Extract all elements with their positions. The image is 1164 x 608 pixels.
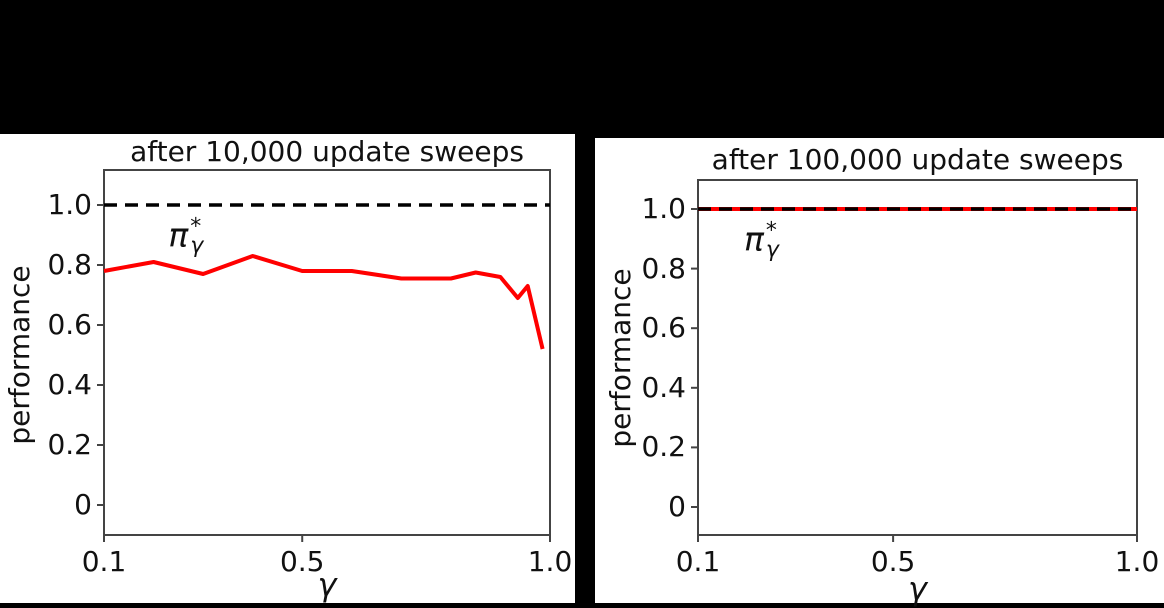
x-tick-label: 1.0 [1114, 545, 1160, 578]
left-chart-title: after 10,000 update sweeps [130, 135, 524, 168]
pi-sup-sub: * γ [190, 214, 204, 259]
left-policy-annotation: π * γ [168, 214, 204, 259]
y-tick-label: 0 [74, 488, 92, 521]
left-plot-area [97, 169, 551, 542]
x-tick-label: 0.1 [81, 545, 127, 578]
y-tick-label: 1.0 [641, 192, 686, 225]
y-tick-label: 1.0 [47, 188, 92, 221]
axes-frame [103, 169, 551, 536]
right-chart-panel: after 100,000 update sweeps performance … [595, 138, 1164, 608]
left-x-axis-label: γ [317, 566, 337, 604]
y-tick-label: 0.8 [47, 248, 92, 281]
x-tick-label: 1.0 [527, 545, 573, 578]
y-tick-label: 0 [668, 490, 686, 523]
left-y-axis-label: performance [3, 265, 36, 445]
annotation-subscript: γ [765, 237, 779, 263]
right-policy-annotation: π * γ [743, 218, 779, 263]
left-chart-panel: after 10,000 update sweeps performance γ… [0, 134, 575, 603]
y-tick-label: 0.6 [47, 308, 92, 341]
x-tick-label: 0.1 [675, 545, 721, 578]
right-plot-area [691, 179, 1138, 542]
y-tick-label: 0.4 [641, 370, 686, 404]
axes-frame [697, 179, 1138, 536]
x-tick-label: 0.5 [870, 545, 916, 578]
y-tick-label: 0.8 [641, 251, 686, 285]
annotation-superscript: * [190, 214, 202, 240]
y-tick-label: 0.6 [641, 311, 686, 345]
pi-symbol: π [168, 215, 189, 255]
x-tick-label: 0.5 [279, 545, 325, 578]
right-y-axis-label: performance [604, 268, 637, 448]
performance-line [103, 254, 545, 350]
y-tick-label: 0.2 [641, 430, 686, 464]
pi-sup-sub: * γ [765, 218, 779, 263]
annotation-superscript: * [765, 218, 777, 244]
right-chart-title: after 100,000 update sweeps [711, 143, 1124, 176]
right-x-axis-label: γ [908, 570, 927, 608]
annotation-subscript: γ [190, 233, 204, 259]
y-tick-label: 0.2 [47, 428, 92, 461]
pi-symbol: π [743, 219, 764, 259]
y-tick-label: 0.4 [47, 368, 92, 401]
